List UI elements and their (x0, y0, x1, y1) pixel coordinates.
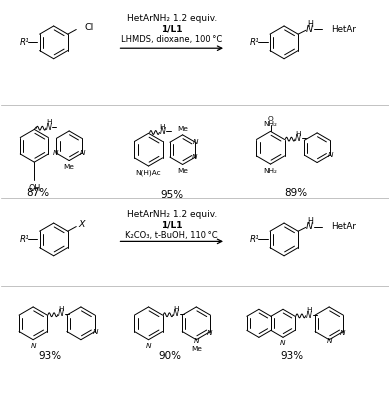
Text: Cl: Cl (84, 24, 93, 33)
Text: 90%: 90% (158, 351, 181, 362)
Text: K₂CO₃, t-BuOH, 110 °C: K₂CO₃, t-BuOH, 110 °C (126, 231, 218, 240)
Text: 93%: 93% (280, 351, 303, 362)
Text: N: N (173, 309, 179, 318)
Text: 93%: 93% (38, 351, 61, 362)
Text: Me: Me (64, 164, 74, 170)
Text: LHMDS, dioxane, 100 °C: LHMDS, dioxane, 100 °C (121, 35, 222, 44)
Text: N: N (327, 338, 332, 344)
Text: H: H (46, 119, 51, 125)
Text: N: N (53, 150, 59, 156)
Text: HetArNH₂ 1.2 equiv.: HetArNH₂ 1.2 equiv. (127, 209, 217, 219)
Text: N: N (295, 134, 301, 143)
Text: N: N (306, 310, 312, 320)
Text: N: N (280, 340, 286, 346)
Text: N: N (46, 123, 51, 132)
Text: N: N (30, 343, 36, 349)
Text: N(H)Ac: N(H)Ac (136, 169, 161, 176)
Text: HetArNH₂ 1.2 equiv.: HetArNH₂ 1.2 equiv. (127, 15, 217, 24)
Text: 95%: 95% (160, 189, 183, 200)
Text: H: H (160, 124, 165, 130)
Text: NH₂: NH₂ (264, 168, 277, 174)
Text: H: H (307, 217, 313, 226)
Text: N: N (306, 25, 313, 34)
Text: 87%: 87% (27, 187, 50, 198)
Text: 1/L1: 1/L1 (161, 25, 183, 34)
Text: 89%: 89% (284, 187, 307, 198)
Text: 1/L1: 1/L1 (161, 220, 183, 229)
Text: R¹: R¹ (20, 38, 29, 47)
Text: N: N (340, 330, 346, 336)
Text: HetAr: HetAr (331, 222, 356, 231)
Text: H: H (307, 20, 313, 29)
Text: N: N (80, 150, 85, 156)
Text: Me: Me (177, 168, 188, 174)
Text: N: N (194, 338, 199, 344)
Text: N: N (146, 343, 151, 349)
Text: H: H (58, 306, 64, 312)
Text: N: N (207, 330, 213, 336)
Text: N: N (160, 127, 165, 136)
Text: HetAr: HetAr (331, 25, 356, 34)
Text: N: N (193, 139, 199, 145)
Text: Me: Me (191, 345, 202, 352)
Text: OH: OH (28, 184, 41, 193)
Text: R¹: R¹ (250, 38, 260, 47)
Text: O: O (268, 116, 273, 122)
Text: N: N (306, 222, 313, 231)
Text: X: X (78, 220, 85, 229)
Text: N: N (93, 329, 98, 334)
Text: H: H (174, 306, 179, 312)
Text: N: N (192, 154, 198, 160)
Text: N: N (58, 309, 64, 318)
Text: R¹: R¹ (250, 235, 260, 244)
Text: H: H (295, 131, 301, 137)
Text: H: H (306, 307, 312, 313)
Text: Me: Me (177, 126, 188, 132)
Text: N: N (328, 152, 333, 158)
Text: NH₂: NH₂ (264, 121, 277, 127)
Text: R¹: R¹ (20, 235, 29, 244)
